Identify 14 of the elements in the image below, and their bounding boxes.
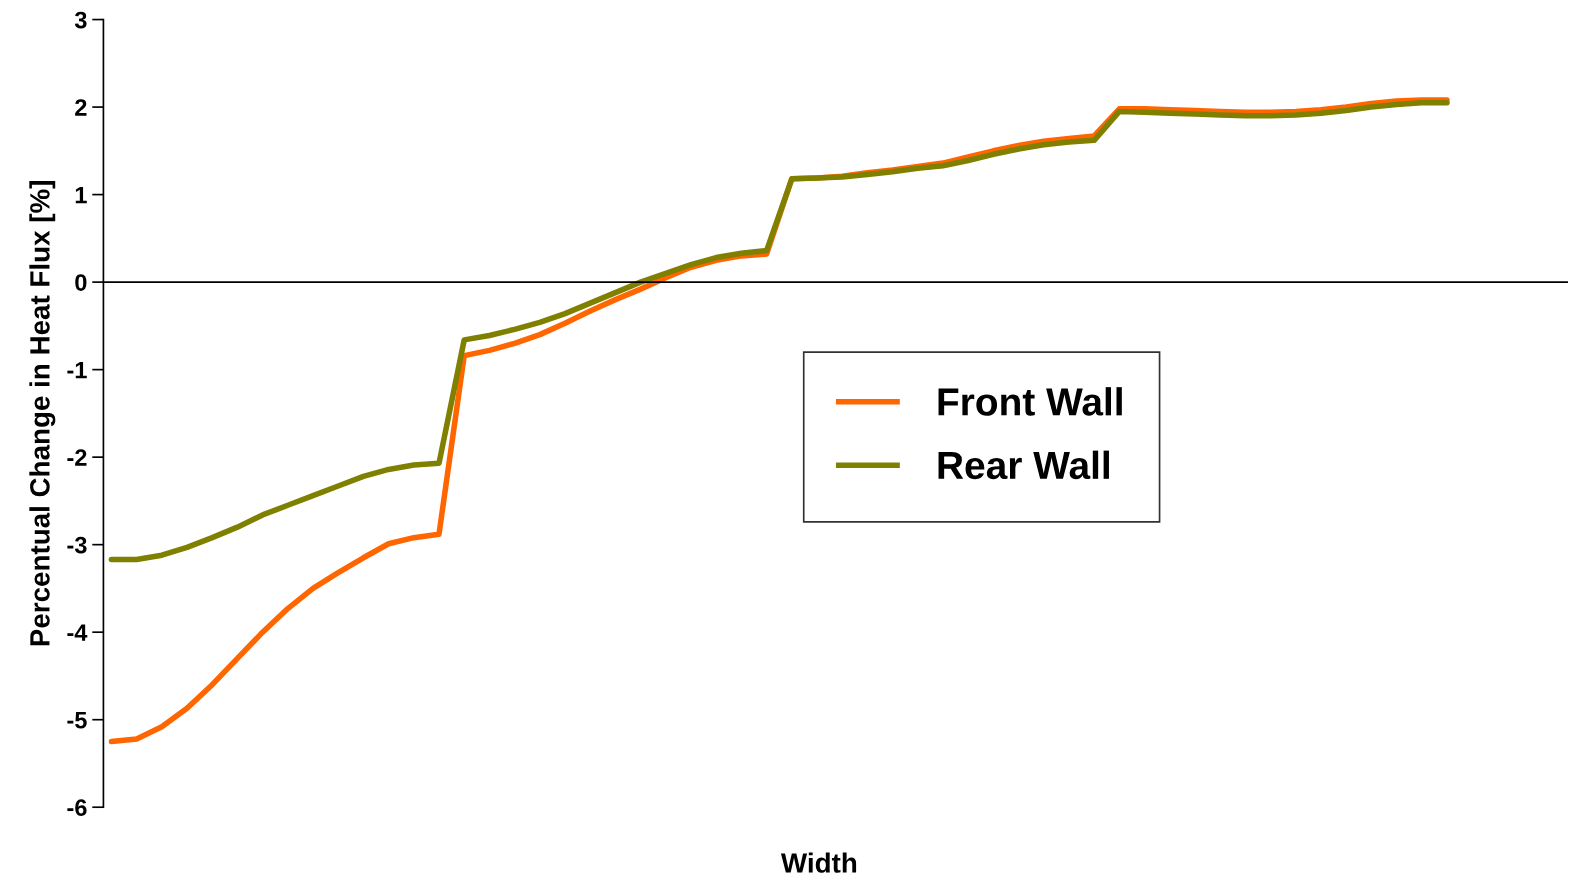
y-tick-label: 1 [75,186,87,204]
y-tick-label: -6 [67,799,87,816]
y-tick-label: -3 [67,536,87,554]
y-tick-label: -5 [67,712,87,729]
x-axis-title: Width [780,852,857,873]
y-tick-label: 2 [75,99,87,116]
y-axis-title: Percentual Change in Heat Flux [%] [29,181,56,646]
legend-label: Front Wall [938,387,1122,416]
y-tick-label: -1 [67,361,87,379]
y-tick-label: 0 [75,274,87,291]
y-tick-label: -4 [67,624,88,641]
legend-label: Rear Wall [938,450,1109,480]
y-tick-label: -2 [67,449,87,466]
y-tick-label: 3 [74,11,87,29]
